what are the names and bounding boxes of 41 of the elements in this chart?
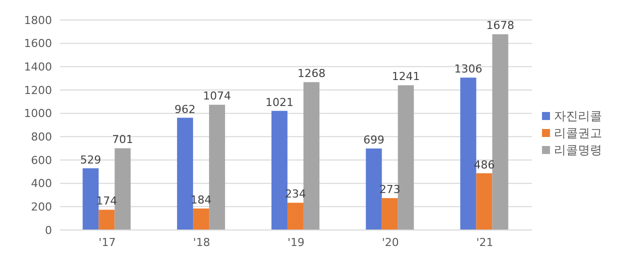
data-label: 701 bbox=[112, 133, 134, 146]
bar bbox=[398, 85, 414, 230]
data-label: 1678 bbox=[486, 19, 514, 32]
x-tick-label: '18 bbox=[193, 236, 210, 249]
y-tick-label: 1200 bbox=[24, 84, 52, 97]
y-tick-label: 1800 bbox=[24, 14, 52, 27]
bar bbox=[271, 110, 288, 230]
data-label: 1306 bbox=[454, 62, 482, 76]
legend-label: 자진리콜 bbox=[554, 108, 602, 122]
x-tick-label: '19 bbox=[287, 236, 305, 249]
y-tick-label: 1000 bbox=[24, 107, 52, 120]
data-label: 1021 bbox=[265, 96, 294, 109]
bar bbox=[476, 173, 492, 230]
data-label: 1074 bbox=[203, 90, 232, 103]
bar bbox=[114, 148, 131, 230]
bar bbox=[366, 148, 382, 230]
bar bbox=[209, 104, 226, 230]
bar bbox=[193, 208, 210, 230]
data-label: 1268 bbox=[297, 67, 326, 80]
legend-label: 리콜권고 bbox=[554, 126, 602, 140]
bar bbox=[82, 168, 99, 230]
y-tick-label: 1600 bbox=[24, 37, 52, 50]
bar bbox=[177, 118, 194, 230]
data-label: 529 bbox=[80, 153, 102, 166]
y-tick-label: 0 bbox=[45, 224, 52, 237]
x-tick-label: '20 bbox=[382, 236, 399, 249]
bar bbox=[492, 34, 508, 230]
y-tick-label: 200 bbox=[31, 200, 52, 214]
bar bbox=[98, 210, 115, 230]
y-tick-label: 1400 bbox=[24, 60, 52, 74]
y-tick-label: 800 bbox=[31, 130, 52, 144]
y-tick-label: 600 bbox=[31, 154, 52, 167]
data-label: 1241 bbox=[392, 70, 420, 84]
data-label: 962 bbox=[174, 102, 196, 116]
data-label: 699 bbox=[363, 133, 384, 146]
y-tick-label: 400 bbox=[31, 177, 52, 190]
x-tick-label: '21 bbox=[476, 236, 494, 249]
legend-label: 리콜명령 bbox=[554, 142, 602, 156]
x-tick-label: '17 bbox=[98, 236, 116, 249]
bar bbox=[287, 202, 304, 230]
bar bbox=[382, 198, 398, 230]
